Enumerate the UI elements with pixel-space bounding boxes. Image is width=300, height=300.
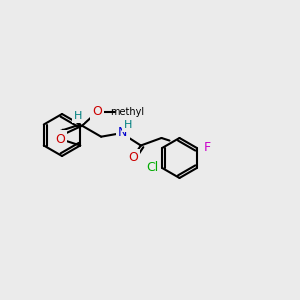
Text: methyl: methyl (110, 107, 144, 117)
Text: F: F (203, 142, 210, 154)
Text: O: O (92, 105, 102, 118)
Text: O: O (128, 151, 138, 164)
Text: N: N (118, 126, 128, 140)
Text: H: H (74, 111, 82, 121)
Text: O: O (55, 133, 65, 146)
Text: H: H (124, 120, 132, 130)
Text: Cl: Cl (146, 161, 158, 175)
